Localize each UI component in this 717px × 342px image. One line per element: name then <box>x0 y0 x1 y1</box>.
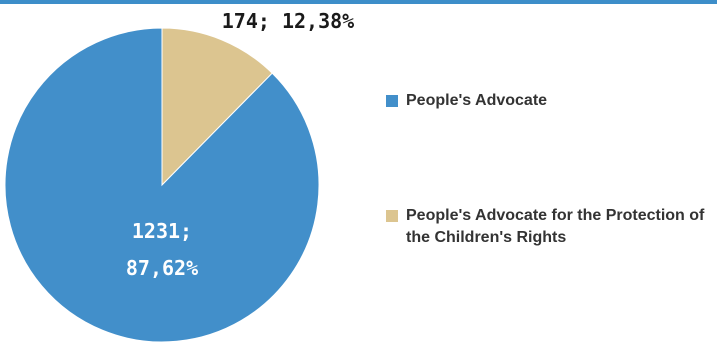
legend: People's Advocate People's Advocate for … <box>386 90 716 249</box>
pie-slice-peoples-advocate <box>4 27 320 342</box>
legend-swatch-children-rights <box>386 210 398 222</box>
top-rule <box>0 0 717 4</box>
data-label-peoples-advocate-percent: 87,62% <box>126 256 198 280</box>
data-label-peoples-advocate-value: 1231; <box>132 219 192 243</box>
data-label-children-rights: 174; 12,38% <box>222 9 354 33</box>
legend-label-children-rights: People's Advocate for the Protection of … <box>406 207 705 246</box>
legend-item-peoples-advocate: People's Advocate <box>386 90 716 112</box>
legend-swatch-peoples-advocate <box>386 95 398 107</box>
legend-item-children-rights: People's Advocate for the Protection of … <box>386 205 716 249</box>
pie-slice-children-rights <box>161 27 273 187</box>
legend-label-peoples-advocate: People's Advocate <box>406 92 548 109</box>
